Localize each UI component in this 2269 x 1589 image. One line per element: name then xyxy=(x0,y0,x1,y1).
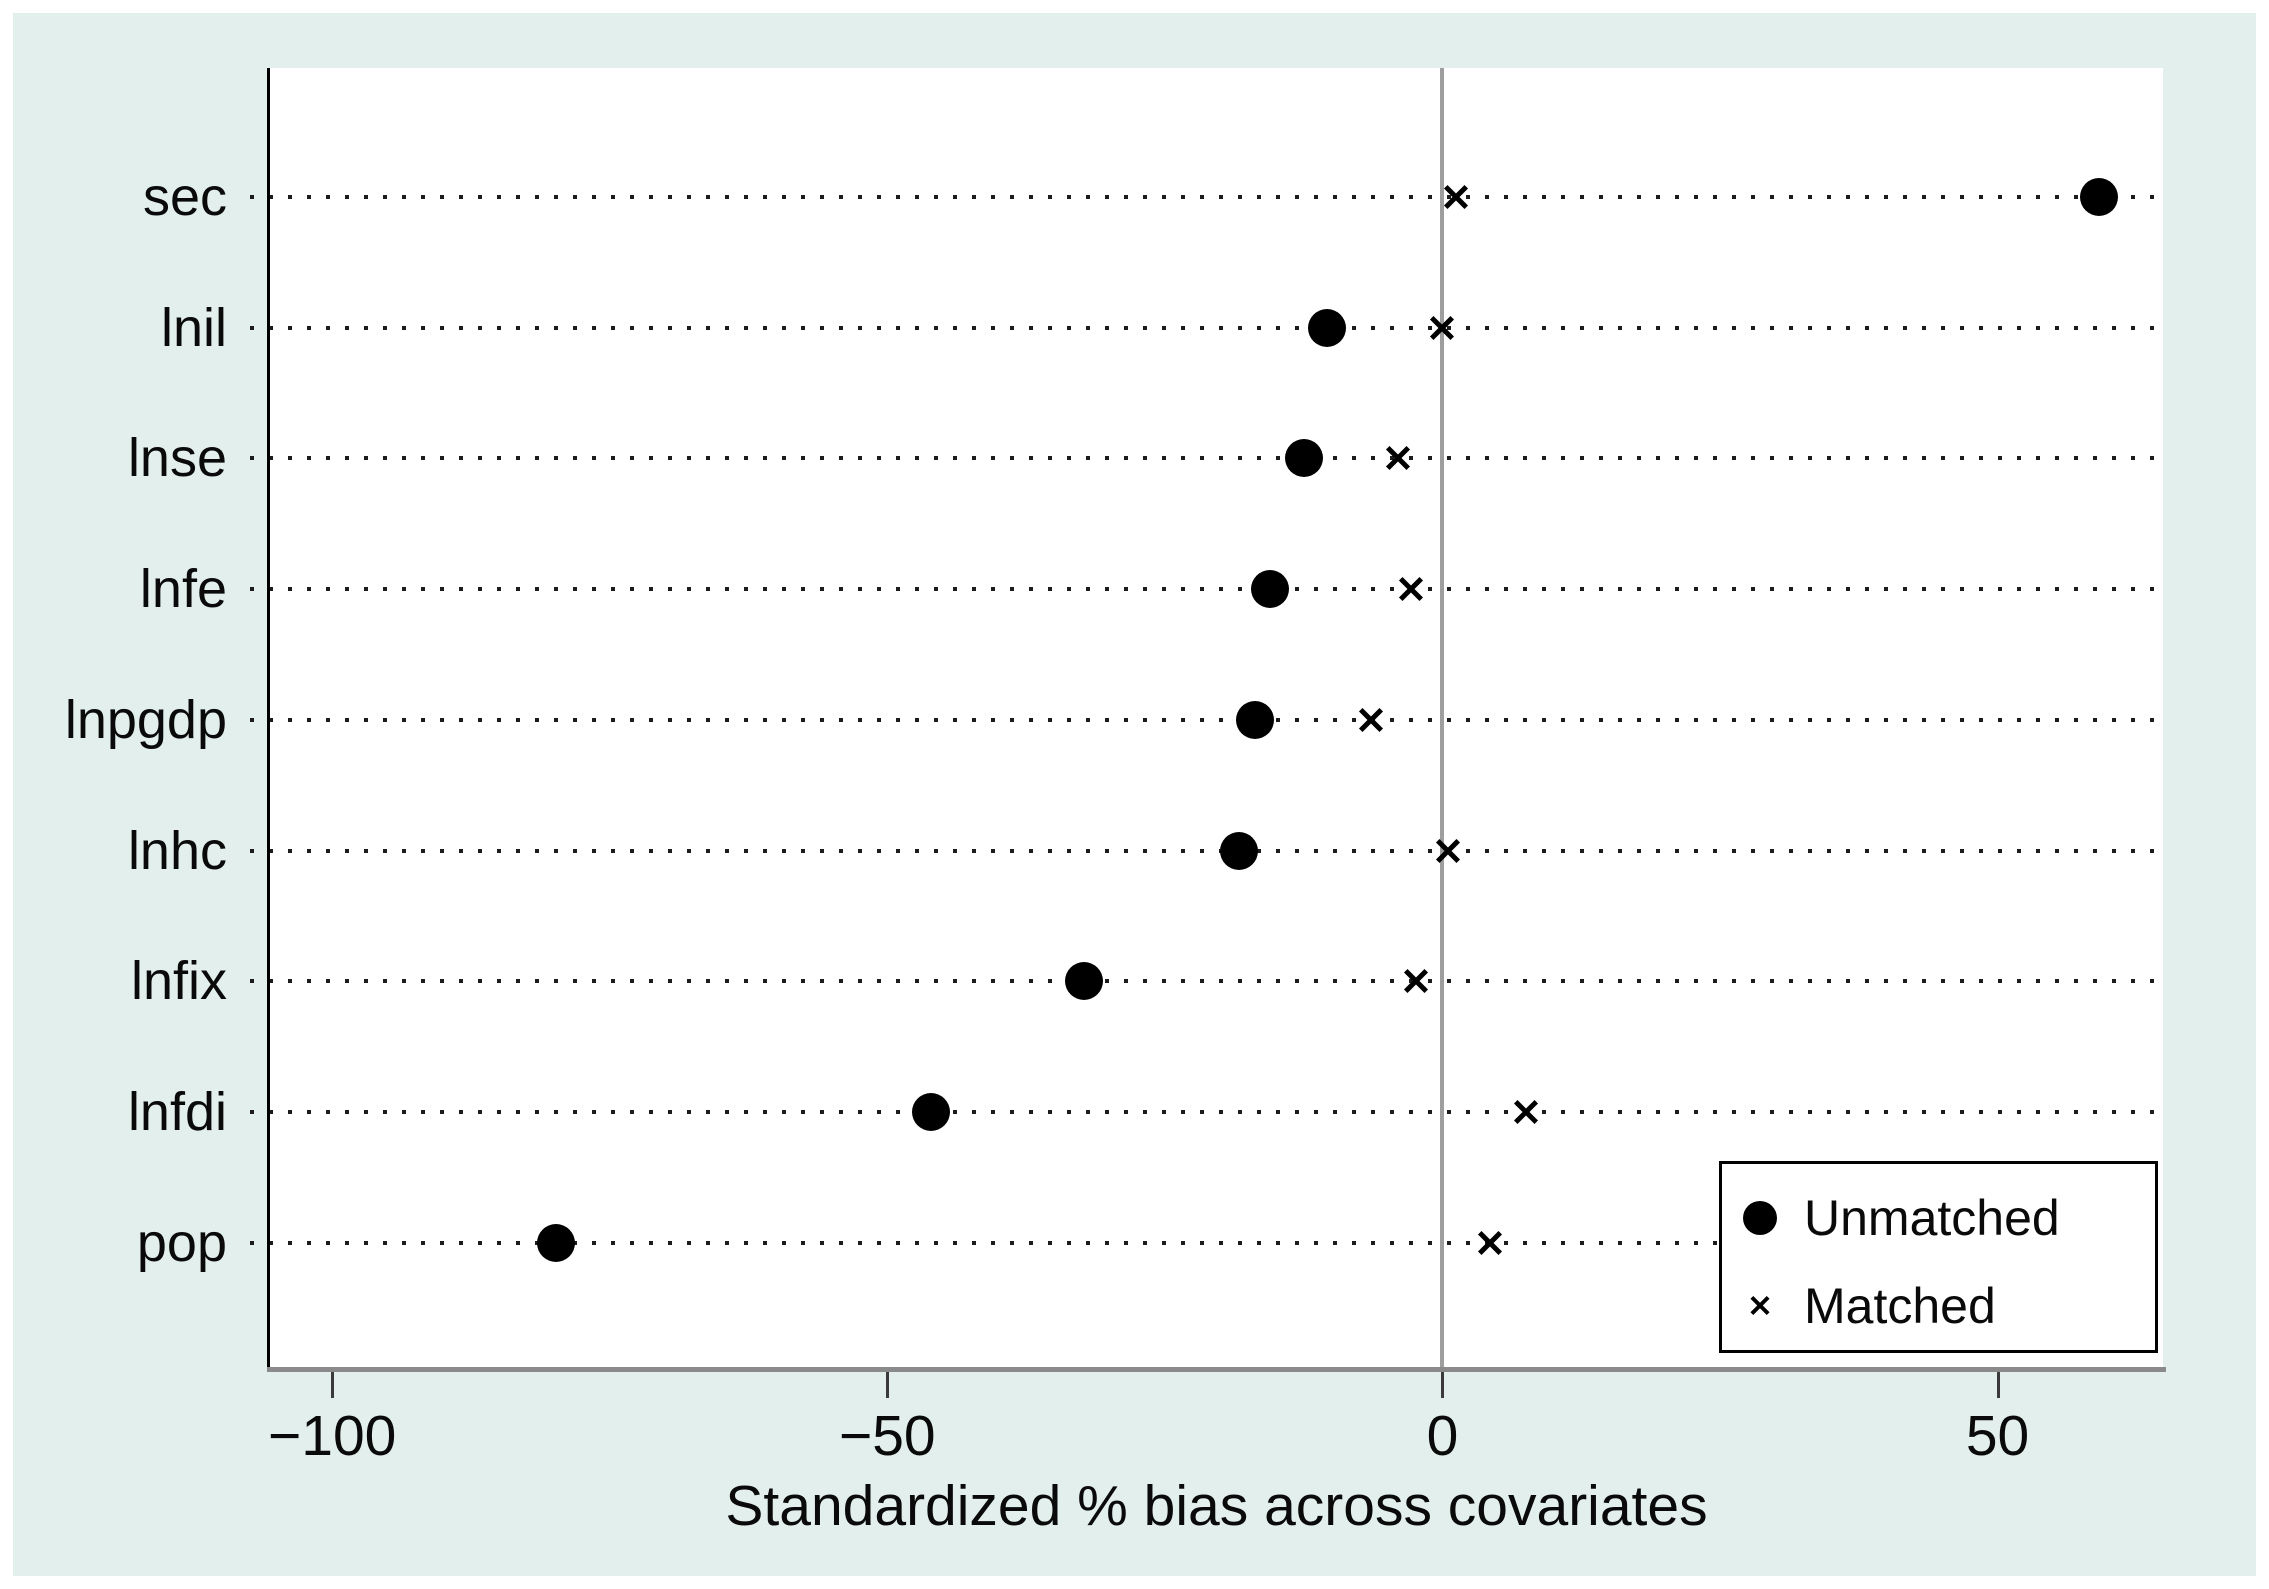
matched-marker-lnfix xyxy=(1402,968,1429,995)
x-axis-title: Standardized % bias across covariates xyxy=(725,1474,1708,1538)
matched-marker-lnil xyxy=(1429,314,1456,341)
category-grid-line xyxy=(250,325,2163,330)
category-grid-line xyxy=(250,456,2163,461)
y-tick-label-lnfix: lnfix xyxy=(130,951,227,1012)
y-axis-line xyxy=(267,68,270,1372)
legend: Unmatched Matched xyxy=(1719,1161,2158,1353)
unmatched-marker-pop xyxy=(537,1223,576,1262)
y-tick-label-lnfe: lnfe xyxy=(139,559,227,620)
y-tick-label-lnhc: lnhc xyxy=(127,820,227,881)
category-grid-line xyxy=(250,717,2163,722)
category-grid-line xyxy=(250,848,2163,853)
x-tick-label--50: −50 xyxy=(838,1404,936,1468)
y-tick-label-sec: sec xyxy=(142,167,227,227)
x-tick-0 xyxy=(1441,1372,1445,1398)
y-tick-label-pop: pop xyxy=(136,1212,227,1273)
unmatched-marker-lnfix xyxy=(1064,962,1103,1001)
matched-marker-lnfe xyxy=(1398,576,1425,603)
y-tick-label-lnfdi: lnfdi xyxy=(127,1081,227,1142)
category-grid-line xyxy=(250,587,2163,592)
unmatched-marker-lnfe xyxy=(1251,570,1290,609)
zero-reference-line xyxy=(1440,68,1445,1367)
unmatched-marker-lnil xyxy=(1307,308,1346,347)
figure-background: sec lnil lnse lnfe lnpgdp lnhc lnfix lnfdi pop −… xyxy=(13,13,2256,1576)
x-tick--50 xyxy=(886,1372,890,1398)
unmatched-marker-lnse xyxy=(1284,439,1323,478)
y-tick-label-lnse: lnse xyxy=(127,428,227,489)
matched-legend-marker-icon xyxy=(1750,1296,1771,1317)
unmatched-marker-lnhc xyxy=(1220,831,1259,870)
matched-marker-pop xyxy=(1477,1229,1504,1256)
matched-marker-lnfdi xyxy=(1512,1098,1539,1125)
matched-marker-lnpgdp xyxy=(1358,706,1385,733)
x-tick-label--100: −100 xyxy=(267,1404,397,1468)
x-tick-50 xyxy=(1996,1372,2000,1398)
legend-label-unmatched: Unmatched xyxy=(1804,1190,2060,1246)
x-axis-line xyxy=(267,1367,2166,1372)
matched-marker-sec xyxy=(1442,184,1469,211)
category-grid-line xyxy=(250,195,2163,199)
unmatched-marker-lnfdi xyxy=(911,1092,950,1131)
y-tick-label-lnpgdp: lnpgdp xyxy=(64,689,227,750)
unmatched-marker-sec xyxy=(2079,178,2118,216)
x-tick-label-0: 0 xyxy=(1426,1404,1459,1468)
plot-area xyxy=(270,68,2163,1367)
matched-marker-lnse xyxy=(1385,445,1412,472)
matched-marker-lnhc xyxy=(1434,837,1461,864)
unmatched-marker-lnpgdp xyxy=(1235,700,1274,739)
category-grid-line xyxy=(250,979,2163,984)
legend-label-matched: Matched xyxy=(1804,1278,1996,1334)
category-grid-line xyxy=(250,1240,2163,1245)
x-tick-label-50: 50 xyxy=(1965,1404,2030,1468)
y-tick-label-lnil: lnil xyxy=(160,297,227,358)
category-grid-line xyxy=(250,1109,2163,1114)
unmatched-legend-marker-icon xyxy=(1743,1201,1777,1235)
x-tick--100 xyxy=(331,1372,335,1398)
